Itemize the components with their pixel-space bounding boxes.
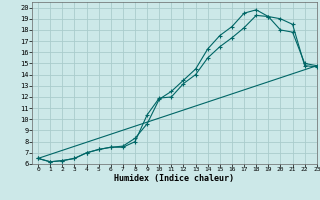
X-axis label: Humidex (Indice chaleur): Humidex (Indice chaleur)	[115, 174, 234, 183]
